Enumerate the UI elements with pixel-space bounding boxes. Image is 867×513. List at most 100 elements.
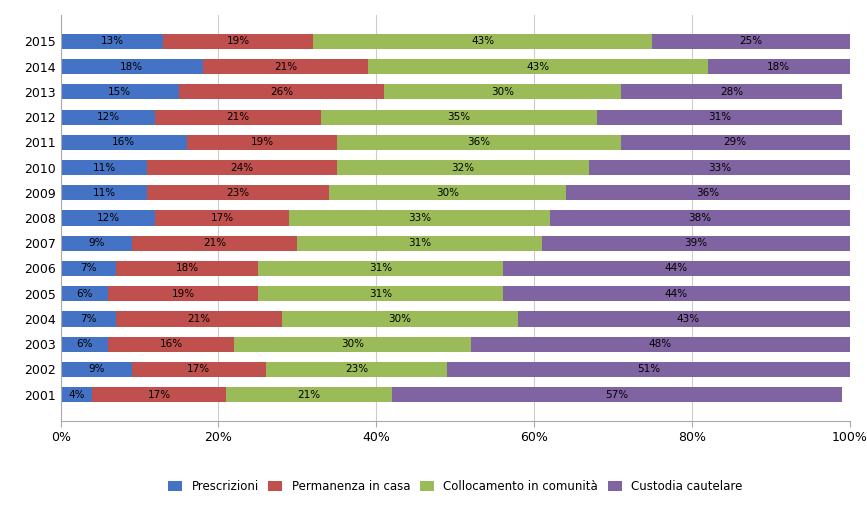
- Text: 18%: 18%: [175, 264, 199, 273]
- Text: 28%: 28%: [720, 87, 743, 97]
- Bar: [597, 109, 842, 125]
- Bar: [329, 185, 565, 201]
- Bar: [132, 362, 266, 377]
- Text: 29%: 29%: [724, 137, 746, 147]
- Text: 9%: 9%: [88, 364, 104, 374]
- Bar: [290, 210, 550, 226]
- Bar: [132, 235, 297, 251]
- Bar: [108, 286, 258, 301]
- Text: 9%: 9%: [88, 238, 104, 248]
- Bar: [234, 337, 471, 352]
- Text: 12%: 12%: [96, 213, 120, 223]
- Legend: Prescrizioni, Permanenza in casa, Collocamento in comunità, Custodia cautelare: Prescrizioni, Permanenza in casa, Colloc…: [163, 475, 747, 498]
- Bar: [163, 34, 313, 49]
- Text: 19%: 19%: [251, 137, 273, 147]
- Text: 38%: 38%: [688, 213, 711, 223]
- Bar: [368, 59, 707, 74]
- Text: 16%: 16%: [160, 339, 183, 349]
- Bar: [61, 311, 116, 327]
- Bar: [336, 135, 621, 150]
- Text: 17%: 17%: [211, 213, 234, 223]
- Text: 21%: 21%: [187, 314, 211, 324]
- Text: 43%: 43%: [526, 62, 550, 72]
- Text: 7%: 7%: [80, 314, 96, 324]
- Text: 6%: 6%: [76, 339, 93, 349]
- Bar: [61, 286, 108, 301]
- Bar: [61, 235, 132, 251]
- Bar: [542, 235, 850, 251]
- Text: 6%: 6%: [76, 289, 93, 299]
- Bar: [550, 210, 850, 226]
- Bar: [258, 261, 503, 276]
- Text: 43%: 43%: [676, 314, 700, 324]
- Text: 48%: 48%: [649, 339, 672, 349]
- Text: 23%: 23%: [345, 364, 368, 374]
- Bar: [61, 84, 179, 100]
- Text: 21%: 21%: [226, 112, 250, 122]
- Bar: [61, 261, 116, 276]
- Text: 39%: 39%: [684, 238, 707, 248]
- Text: 26%: 26%: [270, 87, 293, 97]
- Text: 30%: 30%: [436, 188, 459, 198]
- Bar: [61, 160, 147, 175]
- Bar: [147, 160, 336, 175]
- Text: 11%: 11%: [93, 188, 115, 198]
- Bar: [384, 84, 621, 100]
- Bar: [518, 311, 857, 327]
- Text: 15%: 15%: [108, 87, 132, 97]
- Text: 31%: 31%: [408, 238, 431, 248]
- Bar: [61, 362, 132, 377]
- Bar: [321, 109, 597, 125]
- Bar: [392, 387, 842, 402]
- Bar: [147, 185, 329, 201]
- Text: 24%: 24%: [231, 163, 254, 172]
- Bar: [155, 210, 290, 226]
- Text: 19%: 19%: [172, 289, 194, 299]
- Bar: [61, 387, 92, 402]
- Bar: [108, 337, 234, 352]
- Text: 19%: 19%: [226, 36, 250, 46]
- Bar: [61, 210, 155, 226]
- Bar: [92, 387, 226, 402]
- Text: 16%: 16%: [112, 137, 135, 147]
- Bar: [61, 185, 147, 201]
- Text: 18%: 18%: [121, 62, 143, 72]
- Bar: [590, 160, 850, 175]
- Bar: [226, 387, 392, 402]
- Text: 36%: 36%: [696, 188, 720, 198]
- Text: 18%: 18%: [767, 62, 790, 72]
- Bar: [297, 235, 542, 251]
- Text: 21%: 21%: [297, 390, 321, 400]
- Text: 51%: 51%: [637, 364, 660, 374]
- Bar: [447, 362, 850, 377]
- Text: 21%: 21%: [274, 62, 297, 72]
- Bar: [266, 362, 447, 377]
- Bar: [61, 59, 203, 74]
- Text: 30%: 30%: [341, 339, 364, 349]
- Bar: [707, 59, 850, 74]
- Bar: [203, 59, 368, 74]
- Text: 25%: 25%: [740, 36, 763, 46]
- Bar: [187, 135, 336, 150]
- Text: 23%: 23%: [226, 188, 250, 198]
- Bar: [116, 261, 258, 276]
- Bar: [282, 311, 518, 327]
- Bar: [621, 84, 842, 100]
- Text: 30%: 30%: [491, 87, 514, 97]
- Bar: [258, 286, 503, 301]
- Text: 4%: 4%: [68, 390, 85, 400]
- Text: 36%: 36%: [467, 137, 491, 147]
- Bar: [116, 311, 282, 327]
- Bar: [179, 84, 384, 100]
- Bar: [621, 135, 850, 150]
- Text: 32%: 32%: [452, 163, 474, 172]
- Text: 57%: 57%: [605, 390, 629, 400]
- Bar: [313, 34, 653, 49]
- Text: 33%: 33%: [408, 213, 431, 223]
- Bar: [503, 261, 850, 276]
- Text: 31%: 31%: [368, 289, 392, 299]
- Bar: [61, 337, 108, 352]
- Text: 31%: 31%: [368, 264, 392, 273]
- Text: 17%: 17%: [187, 364, 211, 374]
- Text: 21%: 21%: [203, 238, 226, 248]
